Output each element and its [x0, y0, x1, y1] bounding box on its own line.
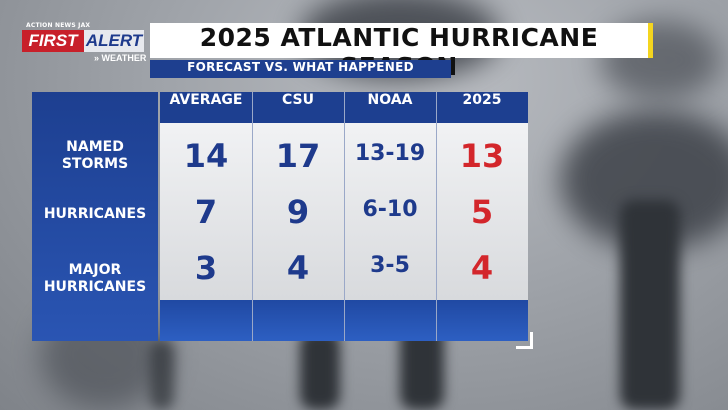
column-divider: [252, 92, 253, 341]
first-alert-weather-logo: ACTION NEWS JAX FIRST ALERT » WEATHER: [22, 22, 148, 66]
cell-hurricanes-average: 7: [194, 193, 218, 231]
subtitle-bar: FORECAST VS. WHAT HAPPENED: [150, 60, 451, 78]
cell-major-hurricanes-noaa: 3-5: [370, 253, 410, 278]
comparison-table: NAMED STORMS HURRICANES MAJOR HURRICANES…: [32, 92, 528, 341]
row-label-hurricanes: HURRICANES: [43, 206, 147, 222]
row-label-named-storms: NAMED STORMS: [61, 139, 129, 172]
cell-major-hurricanes-csu: 4: [286, 249, 310, 287]
column-header-2025: 2025: [462, 92, 502, 108]
cell-major-hurricanes-average: 3: [194, 249, 218, 287]
logo-weather-text: » WEATHER: [94, 53, 147, 63]
cell-named-storms-csu: 17: [275, 137, 321, 175]
column-header-average: AVERAGE: [169, 92, 243, 108]
title-bar: 2025 ATLANTIC HURRICANE SEASON: [150, 23, 653, 81]
column-divider: [436, 92, 437, 341]
cell-named-storms-noaa: 13-19: [354, 141, 426, 166]
logo-first-text: FIRST: [22, 30, 84, 52]
cell-named-storms-average: 14: [183, 137, 229, 175]
cell-named-storms-2025: 13: [459, 137, 505, 175]
cell-hurricanes-noaa: 6-10: [362, 197, 418, 222]
cell-hurricanes-csu: 9: [286, 193, 310, 231]
logo-alert-text: ALERT: [84, 30, 144, 52]
cell-major-hurricanes-2025: 4: [470, 249, 494, 287]
column-header-noaa: NOAA: [367, 92, 413, 108]
page-subtitle: FORECAST VS. WHAT HAPPENED: [187, 60, 414, 74]
column-divider: [344, 92, 345, 341]
cell-hurricanes-2025: 5: [470, 193, 494, 231]
column-header-csu: CSU: [282, 92, 314, 108]
logo-station-text: ACTION NEWS JAX: [26, 22, 91, 29]
corner-bracket-decoration: [516, 332, 533, 349]
row-label-major-hurricanes: MAJOR HURRICANES: [43, 262, 147, 295]
row-label-column: NAMED STORMS HURRICANES MAJOR HURRICANES: [32, 92, 158, 341]
